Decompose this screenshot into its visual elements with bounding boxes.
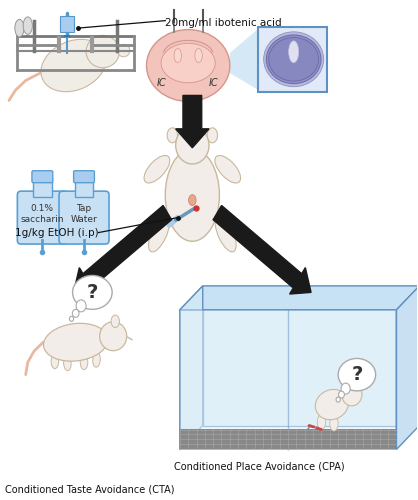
Ellipse shape (269, 38, 319, 81)
Circle shape (72, 310, 79, 318)
Text: 0.1%
saccharin: 0.1% saccharin (20, 204, 64, 224)
Circle shape (69, 316, 74, 322)
Ellipse shape (146, 30, 230, 102)
Ellipse shape (266, 35, 321, 84)
Polygon shape (203, 286, 418, 426)
Text: Tap
Water: Tap Water (71, 204, 97, 224)
Ellipse shape (93, 352, 100, 367)
Ellipse shape (51, 354, 59, 368)
Text: Conditioned Taste Avoidance (CTA): Conditioned Taste Avoidance (CTA) (5, 484, 174, 494)
Ellipse shape (73, 276, 112, 310)
Circle shape (341, 383, 350, 394)
Ellipse shape (111, 315, 120, 328)
Ellipse shape (315, 390, 349, 420)
Polygon shape (213, 206, 311, 294)
Ellipse shape (189, 194, 196, 205)
Circle shape (339, 391, 344, 398)
Text: Conditioned Place Avoidance (CPA): Conditioned Place Avoidance (CPA) (174, 462, 344, 472)
Ellipse shape (99, 322, 127, 350)
Ellipse shape (15, 20, 24, 37)
Ellipse shape (330, 416, 338, 431)
Ellipse shape (207, 128, 217, 143)
FancyBboxPatch shape (74, 170, 94, 182)
Ellipse shape (167, 128, 178, 143)
Ellipse shape (144, 156, 170, 183)
Text: ?: ? (351, 365, 362, 384)
Polygon shape (180, 286, 203, 450)
Ellipse shape (64, 356, 71, 370)
Polygon shape (74, 206, 171, 294)
Ellipse shape (289, 41, 298, 62)
Ellipse shape (86, 36, 120, 68)
Ellipse shape (161, 44, 215, 83)
Ellipse shape (338, 358, 376, 391)
Ellipse shape (176, 126, 209, 164)
FancyBboxPatch shape (60, 16, 74, 32)
FancyBboxPatch shape (33, 178, 51, 197)
Circle shape (76, 300, 86, 312)
Polygon shape (176, 96, 209, 148)
Ellipse shape (215, 216, 236, 252)
Text: 20mg/ml ibotenic acid: 20mg/ml ibotenic acid (165, 18, 282, 28)
Ellipse shape (317, 414, 326, 430)
Ellipse shape (23, 17, 32, 34)
Ellipse shape (264, 32, 324, 86)
Ellipse shape (342, 384, 362, 406)
Text: IC: IC (156, 78, 166, 88)
Text: 1g/kg EtOH (i.p): 1g/kg EtOH (i.p) (15, 228, 99, 237)
Text: ?: ? (87, 283, 98, 302)
Ellipse shape (174, 48, 181, 62)
Ellipse shape (195, 48, 202, 62)
FancyBboxPatch shape (59, 191, 109, 244)
Ellipse shape (165, 149, 219, 242)
FancyBboxPatch shape (32, 170, 53, 182)
Ellipse shape (353, 377, 359, 387)
FancyBboxPatch shape (75, 178, 93, 197)
FancyBboxPatch shape (258, 26, 327, 92)
Ellipse shape (41, 40, 106, 92)
FancyBboxPatch shape (180, 310, 397, 450)
FancyBboxPatch shape (180, 428, 397, 450)
FancyBboxPatch shape (18, 191, 67, 244)
Ellipse shape (215, 156, 241, 183)
Ellipse shape (80, 354, 88, 370)
Circle shape (336, 397, 340, 402)
Text: IC: IC (208, 78, 218, 88)
Polygon shape (397, 286, 418, 450)
Ellipse shape (117, 44, 130, 57)
Ellipse shape (148, 216, 169, 252)
Ellipse shape (43, 324, 108, 361)
Polygon shape (180, 286, 418, 310)
Polygon shape (230, 28, 259, 90)
